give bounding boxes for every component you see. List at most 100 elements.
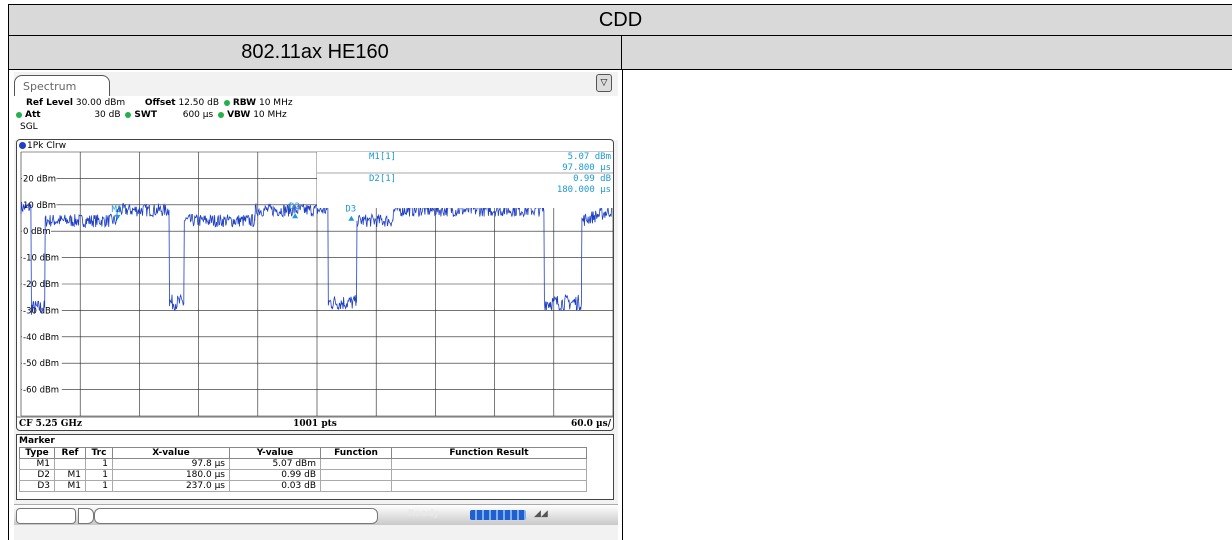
readout-m1-level: 5.07 dBm xyxy=(568,152,611,162)
offset-label: Offset xyxy=(144,98,176,108)
offset-value: 12.50 dB xyxy=(178,98,219,108)
marker-table-title: Marker xyxy=(19,436,55,446)
readout-m1-label: M1[1] xyxy=(369,152,396,162)
y-tick-label: -50 dBm xyxy=(23,359,59,369)
status-bar: Ready ◢◢ xyxy=(14,504,618,525)
readout-d2-level: 0.99 dB xyxy=(573,174,611,184)
table-row[interactable]: D2 M1 1 180.0 µs 0.99 dB xyxy=(19,469,587,481)
y-tick-label: -10 dBm xyxy=(23,254,59,264)
status-ready: Ready xyxy=(408,509,440,519)
cell-ref xyxy=(54,458,86,470)
table-border-left xyxy=(8,70,9,540)
marker-readout-bg xyxy=(317,152,613,208)
status-message-field[interactable] xyxy=(94,508,378,524)
y-tick-bg xyxy=(22,356,62,369)
y-tick-label: 20 dBm xyxy=(23,174,56,184)
y-tick-label: 10 dBm xyxy=(23,201,56,211)
cell-type: D2 xyxy=(19,469,55,481)
marker-table-header: Type Ref Trc X-value Y-value Function Fu… xyxy=(19,447,587,459)
rbw-status-dot-icon xyxy=(223,99,230,106)
marker-label-m1: M1 xyxy=(111,205,122,215)
signal-level-icon: ◢◢ xyxy=(534,509,548,519)
y-tick-label: -60 dBm xyxy=(23,386,59,396)
window-menu-icon[interactable]: ▽ xyxy=(596,74,612,92)
cell-trc: 1 xyxy=(85,469,113,481)
status-field-2[interactable] xyxy=(78,508,94,524)
mode-header-empty xyxy=(622,36,1232,70)
y-tick-bg xyxy=(22,329,62,342)
table-row[interactable]: D3 M1 1 237.0 µs 0.03 dB xyxy=(19,480,587,492)
rbw-label: RBW xyxy=(232,98,257,108)
marker-table: Type Ref Trc X-value Y-value Function Fu… xyxy=(19,447,587,492)
mode-title: 802.11ax HE160 xyxy=(241,41,389,63)
status-field-1[interactable] xyxy=(16,508,76,524)
cell-function xyxy=(320,469,392,481)
col-x-value: X-value xyxy=(112,447,230,459)
att-label: Att xyxy=(25,110,41,120)
y-tick-bg xyxy=(22,171,57,184)
settings-panel: Ref Level 30.00 dBm Offset 12.50 dB RBW … xyxy=(14,96,618,140)
col-trc: Trc xyxy=(85,447,113,459)
att-status-dot-icon xyxy=(16,111,22,118)
cell-y-value: 5.07 dBm xyxy=(229,458,321,470)
y-tick-bg xyxy=(22,224,51,237)
cell-type: D3 xyxy=(19,480,55,492)
cell-y-value: 0.99 dB xyxy=(229,469,321,481)
vbw-label: VBW xyxy=(227,110,251,120)
sweep-mode: SGL xyxy=(20,122,38,132)
swt-status-dot-icon xyxy=(125,111,132,118)
marker-triangle-m1 xyxy=(114,214,121,220)
settings-row-2: Att 30 dB SWT 600 µs VBW 10 MHz xyxy=(14,110,287,120)
y-tick-bg xyxy=(22,382,62,395)
att-value: 30 dB xyxy=(94,110,121,120)
col-type: Type xyxy=(19,447,55,459)
y-tick-label: -40 dBm xyxy=(23,333,59,343)
vbw-status-dot-icon xyxy=(218,111,225,118)
tab-spectrum-label: Spectrum xyxy=(23,80,77,93)
readout-d2-label: D2[1] xyxy=(369,174,396,184)
col-ref: Ref xyxy=(54,447,86,459)
cell-x-value: 237.0 µs xyxy=(112,480,230,492)
trace-indicator-icon xyxy=(19,142,26,149)
readout-d2-time: 180.000 µs xyxy=(557,185,611,195)
cell-trc: 1 xyxy=(85,458,113,470)
marker-triangle-d2 xyxy=(292,213,299,219)
marker-label-d3: D3 xyxy=(345,205,356,215)
y-tick-bg xyxy=(22,277,62,289)
col-y-value: Y-value xyxy=(229,447,321,459)
readout-m1-time: 97.800 µs xyxy=(562,163,611,173)
trace-label: 1Pk Clrw xyxy=(19,141,66,151)
cell-trc: 1 xyxy=(85,480,113,492)
mode-header: 802.11ax HE160 xyxy=(8,36,622,70)
cell-x-value: 180.0 µs xyxy=(112,469,230,481)
trace-label-text: 1Pk Clrw xyxy=(27,141,67,151)
marker-triangle-d3 xyxy=(348,215,355,221)
marker-table-panel: Marker Type Ref Trc X-value Y-value Func… xyxy=(16,434,614,500)
spectrum-trace xyxy=(20,201,613,315)
ref-level-value: 30.00 dBm xyxy=(75,98,126,108)
cell-function xyxy=(320,458,392,470)
y-tick-bg xyxy=(22,250,62,263)
table-row[interactable]: M1 1 97.8 µs 5.07 dBm xyxy=(19,458,587,470)
footer-points: 1001 pts xyxy=(293,419,337,429)
cell-y-value: 0.03 dB xyxy=(229,480,321,492)
footer-cf: CF 5.25 GHz xyxy=(19,419,82,429)
cell-x-value: 97.8 µs xyxy=(112,458,230,470)
y-tick-label: 0 dBm xyxy=(23,227,51,237)
footer-per-div: 60.0 µs/ xyxy=(571,419,612,429)
swt-value: 600 µs xyxy=(182,110,214,120)
spectrum-plot: 1Pk Clrw 20 dBm 10 dBm 0 dBm -10 dBm -20 dBm… xyxy=(16,139,614,431)
settings-row-1: Ref Level 30.00 dBm Offset 12.50 dB RBW … xyxy=(26,98,293,108)
col-function: Function xyxy=(320,447,392,459)
y-tick-label: -20 dBm xyxy=(23,280,59,290)
page-title-row: CDD xyxy=(8,4,1232,36)
swt-label: SWT xyxy=(134,110,157,120)
table-border-mid xyxy=(622,70,623,540)
marker-label-d2: D2 xyxy=(289,202,300,212)
tab-spectrum[interactable]: Spectrum xyxy=(14,75,110,97)
measurement-progress-bar xyxy=(470,510,526,520)
rbw-value: 10 MHz xyxy=(258,98,293,108)
vbw-value: 10 MHz xyxy=(253,110,287,120)
cell-function xyxy=(320,480,392,492)
